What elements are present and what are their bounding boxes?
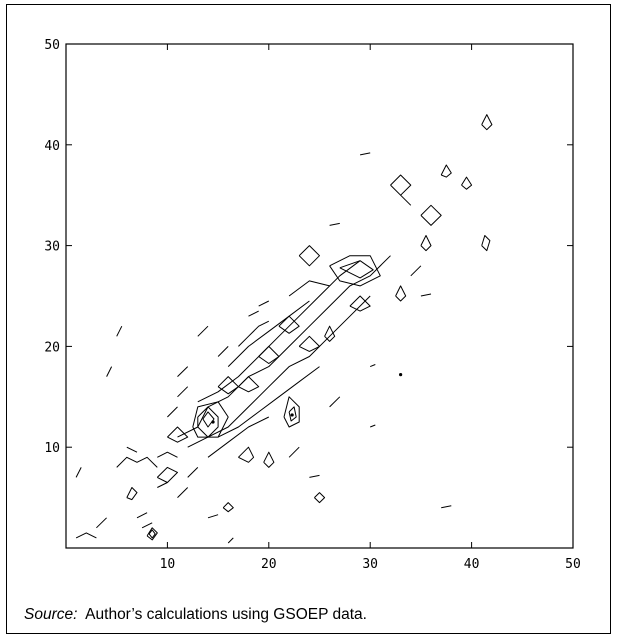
contour-loop-2	[192, 401, 229, 438]
contour-loop-17	[263, 451, 275, 468]
contour-segment-12	[177, 386, 189, 398]
contour-segment-31	[106, 366, 113, 377]
contour-segment-14	[217, 346, 229, 357]
contour-segment-4	[227, 300, 310, 367]
contour-loop-3	[283, 396, 300, 428]
y-tick-label-30: 30	[44, 240, 60, 255]
contour-segment-20	[177, 487, 189, 498]
x-tick-label-20: 20	[261, 557, 277, 572]
contour-loop-13	[481, 114, 493, 131]
x-tick-label-50: 50	[565, 557, 581, 572]
contour-segment-22	[420, 293, 432, 297]
contour-loop-6	[148, 529, 156, 539]
plot-area	[65, 43, 574, 549]
contour-segment-38	[248, 310, 259, 317]
contour-segment-11	[126, 446, 138, 453]
contour-segment-36	[329, 396, 341, 408]
contour-segment-40	[141, 522, 153, 529]
figure-frame	[6, 4, 611, 634]
contour-loop-10	[329, 255, 381, 287]
contour-segment-1	[187, 295, 371, 448]
contour-segment-9	[157, 451, 178, 458]
contour-segment-32	[227, 537, 234, 544]
contour-loop-28	[349, 295, 371, 312]
contour-loop-15	[156, 466, 178, 483]
contour-loop-1	[202, 411, 215, 428]
contour-segment-21	[187, 467, 199, 478]
contour-segment-5	[207, 416, 270, 458]
contour-segment-23	[410, 265, 422, 277]
contour-loop-27	[278, 315, 300, 334]
contour-segment-24	[360, 152, 371, 156]
contour-loop-23	[440, 164, 452, 178]
contour-segment-18	[75, 532, 97, 539]
contour-loop-30	[126, 487, 138, 501]
contour-dot-2	[290, 413, 294, 417]
contour-loop-14	[420, 204, 442, 226]
y-tick-label-50: 50	[44, 38, 60, 53]
contour-segment-30	[116, 325, 123, 337]
source-text: Author’s calculations using GSOEP data.	[77, 606, 367, 623]
contour-plot: 10 20 30 40 50 10 20 30 40 50	[44, 38, 580, 572]
contour-lines	[75, 114, 493, 544]
source-caption: Source: Author’s calculations using GSOE…	[24, 606, 367, 624]
contour-segment-27	[441, 505, 452, 509]
contour-segment-25	[370, 424, 376, 428]
contour-loop-20	[258, 345, 280, 364]
contour-segment-0	[177, 255, 391, 438]
contour-segment-37	[400, 194, 412, 206]
x-tick-label-30: 30	[362, 557, 378, 572]
source-label: Source:	[24, 606, 78, 623]
contour-segment-7	[288, 280, 330, 297]
contour-segment-35	[288, 446, 300, 458]
x-tick-label-40: 40	[464, 557, 480, 572]
contour-segment-29	[329, 222, 340, 226]
contour-loop-12	[481, 235, 491, 252]
contour-loop-7	[390, 174, 412, 196]
contour-segment-13	[177, 366, 189, 377]
contour-segment-39	[157, 482, 168, 488]
contour-loop-29	[420, 235, 432, 252]
contour-loop-24	[461, 176, 473, 190]
contour-loop-9	[395, 285, 407, 302]
contour-segment-15	[197, 325, 209, 337]
y-tick-label-40: 40	[44, 139, 60, 154]
contour-segment-3	[217, 366, 320, 438]
contour-loop-8	[314, 492, 326, 504]
contour-segment-33	[75, 467, 82, 478]
contour-segment-10	[116, 456, 158, 468]
contour-loop-18	[298, 245, 320, 267]
contour-segment-34	[167, 406, 178, 418]
contour-loop-16	[238, 446, 255, 463]
x-tick-label-10: 10	[160, 557, 176, 572]
contour-segment-17	[96, 517, 107, 529]
axis-ticks: 10 20 30 40 50 10 20 30 40 50	[44, 38, 580, 572]
contour-loop-11	[339, 260, 374, 279]
contour-dot-1	[211, 420, 215, 424]
contour-loop-25	[167, 426, 189, 443]
contour-loop-19	[324, 325, 336, 342]
contour-loop-4	[288, 406, 297, 422]
contour-loop-31	[222, 502, 234, 513]
contour-segment-8	[258, 300, 270, 307]
contour-loop-5	[146, 527, 158, 541]
contour-dot-0	[399, 373, 403, 377]
contour-segment-2	[197, 260, 361, 403]
y-tick-label-20: 20	[44, 340, 60, 355]
contour-segment-6	[238, 320, 270, 347]
contour-segment-16	[136, 512, 148, 519]
contour-segment-19	[207, 514, 219, 519]
contour-segment-26	[370, 364, 376, 368]
y-tick-label-10: 10	[44, 441, 60, 456]
contour-segment-28	[309, 474, 320, 478]
